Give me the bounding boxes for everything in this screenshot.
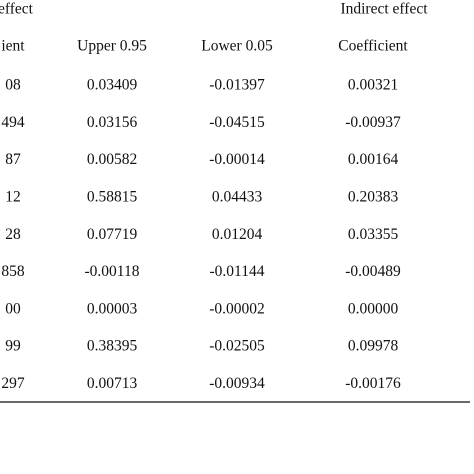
cell: -0.02505: [209, 338, 265, 355]
cell: 0.03355: [348, 226, 399, 243]
column-header: Coefficient: [338, 38, 408, 55]
cell: 297: [1, 375, 25, 392]
cell: 0.07719: [87, 226, 138, 243]
cell: 0.58815: [87, 188, 138, 205]
group-header: effect: [0, 1, 34, 18]
cell: 0.00000: [348, 300, 399, 317]
cell: 0.20383: [348, 188, 399, 205]
cell: -0.00176: [345, 375, 401, 392]
cell: -0.00014: [209, 151, 265, 168]
cell: 0.09978: [348, 338, 399, 355]
cell: 99: [5, 338, 21, 355]
column-header: ient: [1, 38, 25, 55]
column-header: Upper 0.95: [77, 38, 147, 55]
cell: -0.01144: [210, 263, 265, 280]
cell: 0.00164: [348, 151, 399, 168]
cell: -0.00118: [85, 263, 140, 280]
column-header: Lower 0.05: [201, 38, 273, 55]
cell: 12: [5, 188, 21, 205]
cell: 494: [1, 114, 25, 131]
cell: 0.04433: [212, 188, 263, 205]
group-header: Indirect effect: [340, 1, 428, 18]
cell: 0.38395: [87, 338, 138, 355]
cell: 0.00003: [87, 300, 138, 317]
cell: -0.01397: [209, 77, 265, 94]
cell: 0.00582: [87, 151, 137, 168]
cell: -0.00489: [345, 263, 401, 280]
cell: 0.03409: [87, 77, 138, 94]
cell: -0.00937: [345, 114, 401, 131]
cell: 0.03156: [87, 114, 138, 131]
cell: -0.04515: [209, 114, 265, 131]
cell: 858: [1, 263, 25, 280]
cell: 08: [5, 77, 21, 94]
cell: -0.00934: [209, 375, 265, 392]
cell: 00: [5, 300, 21, 317]
cell: -0.00002: [209, 300, 265, 317]
cell: 0.01204: [212, 226, 263, 243]
cell: 87: [5, 151, 21, 168]
cell: 0.00321: [348, 77, 398, 94]
cell: 0.00713: [87, 375, 138, 392]
cell: 28: [5, 226, 21, 243]
